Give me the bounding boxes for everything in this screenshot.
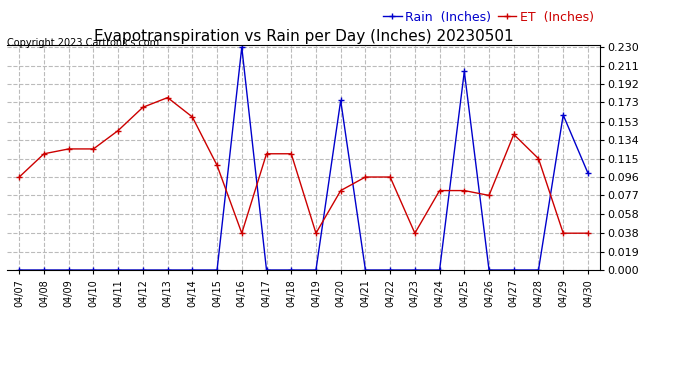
Text: Copyright 2023 Cartronics.com: Copyright 2023 Cartronics.com (7, 38, 159, 48)
Rain  (Inches) (15, 268, 23, 272)
Legend: Rain  (Inches), ET  (Inches): Rain (Inches), ET (Inches) (383, 11, 594, 24)
ET  (Inches) (287, 152, 295, 156)
ET  (Inches) (362, 175, 370, 179)
ET  (Inches) (262, 152, 270, 156)
Rain  (Inches) (460, 69, 469, 74)
Rain  (Inches) (411, 268, 419, 272)
Rain  (Inches) (164, 268, 172, 272)
Rain  (Inches) (510, 268, 518, 272)
Rain  (Inches) (188, 268, 197, 272)
Line: Rain  (Inches): Rain (Inches) (17, 45, 591, 273)
ET  (Inches) (213, 163, 221, 168)
Rain  (Inches) (337, 98, 345, 103)
ET  (Inches) (386, 175, 394, 179)
ET  (Inches) (460, 188, 469, 193)
Rain  (Inches) (89, 268, 97, 272)
ET  (Inches) (435, 188, 444, 193)
ET  (Inches) (337, 188, 345, 193)
Rain  (Inches) (262, 268, 270, 272)
Rain  (Inches) (114, 268, 122, 272)
Rain  (Inches) (534, 268, 542, 272)
Rain  (Inches) (485, 268, 493, 272)
ET  (Inches) (114, 128, 122, 133)
ET  (Inches) (534, 156, 542, 161)
ET  (Inches) (312, 231, 320, 236)
Line: ET  (Inches): ET (Inches) (17, 95, 591, 236)
ET  (Inches) (40, 152, 48, 156)
ET  (Inches) (510, 132, 518, 136)
Rain  (Inches) (213, 268, 221, 272)
Title: Evapotranspiration vs Rain per Day (Inches) 20230501: Evapotranspiration vs Rain per Day (Inch… (94, 29, 513, 44)
ET  (Inches) (188, 115, 197, 119)
Rain  (Inches) (312, 268, 320, 272)
ET  (Inches) (65, 147, 73, 151)
Rain  (Inches) (65, 268, 73, 272)
ET  (Inches) (485, 193, 493, 198)
ET  (Inches) (584, 231, 592, 236)
Rain  (Inches) (287, 268, 295, 272)
Rain  (Inches) (362, 268, 370, 272)
Rain  (Inches) (139, 268, 147, 272)
ET  (Inches) (559, 231, 567, 236)
ET  (Inches) (237, 231, 246, 236)
ET  (Inches) (139, 105, 147, 110)
ET  (Inches) (411, 231, 419, 236)
Rain  (Inches) (237, 45, 246, 50)
Rain  (Inches) (559, 113, 567, 117)
Rain  (Inches) (435, 268, 444, 272)
ET  (Inches) (89, 147, 97, 151)
Rain  (Inches) (584, 171, 592, 176)
Rain  (Inches) (40, 268, 48, 272)
ET  (Inches) (15, 175, 23, 179)
ET  (Inches) (164, 95, 172, 100)
Rain  (Inches) (386, 268, 394, 272)
